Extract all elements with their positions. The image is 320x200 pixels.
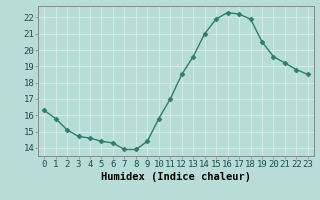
X-axis label: Humidex (Indice chaleur): Humidex (Indice chaleur): [101, 172, 251, 182]
